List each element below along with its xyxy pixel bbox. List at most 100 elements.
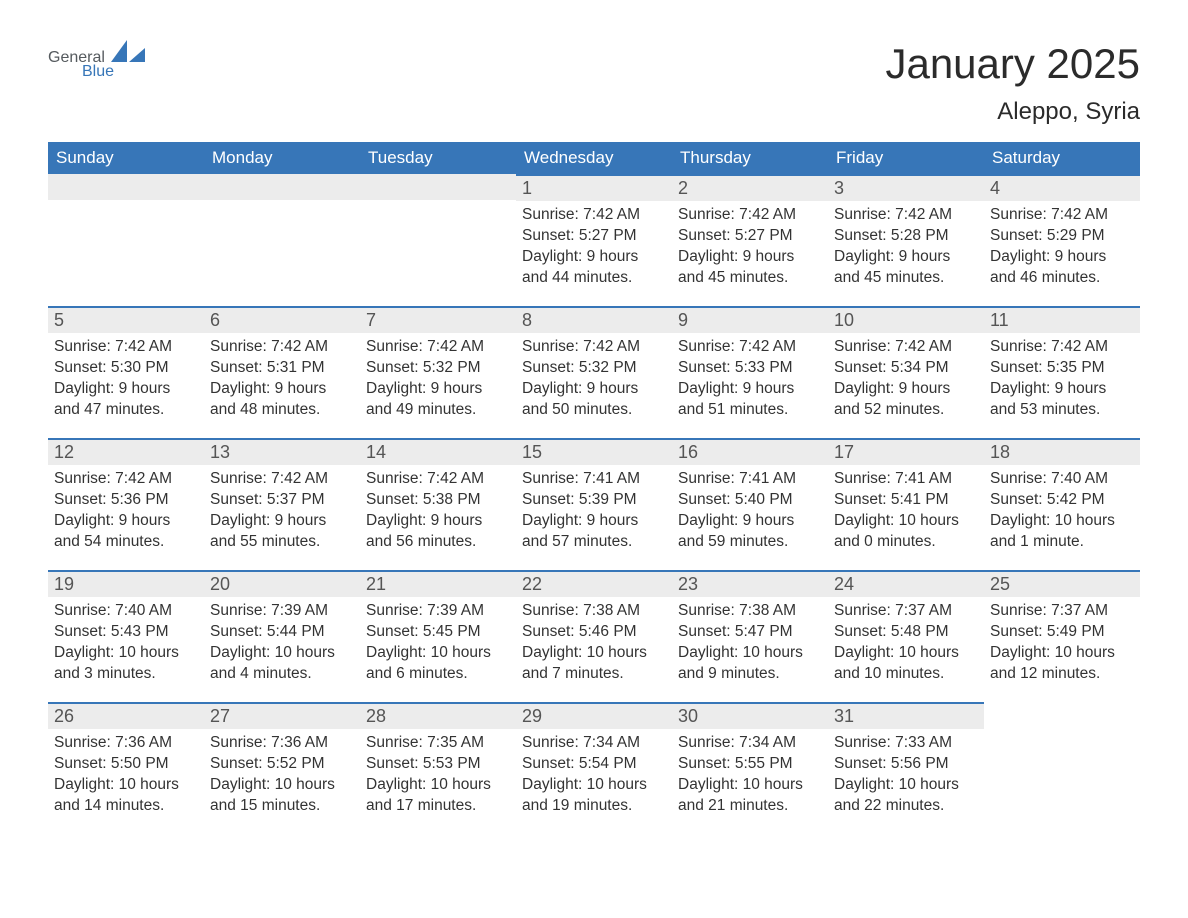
day-sunset: Sunset: 5:43 PM [54, 622, 198, 643]
day-daylight2: and 0 minutes. [834, 532, 978, 553]
day-daylight1: Daylight: 10 hours [210, 643, 354, 664]
day-daylight2: and 56 minutes. [366, 532, 510, 553]
day-number: 10 [828, 306, 984, 333]
day-content: Sunrise: 7:42 AMSunset: 5:37 PMDaylight:… [204, 465, 360, 561]
day-number: 5 [48, 306, 204, 333]
day-daylight2: and 22 minutes. [834, 796, 978, 817]
day-sunrise: Sunrise: 7:37 AM [990, 601, 1134, 622]
day-daylight1: Daylight: 9 hours [522, 511, 666, 532]
empty-day-bar [204, 174, 360, 200]
weekday-header: Sunday [48, 142, 204, 174]
logo: General Blue [48, 40, 145, 81]
day-sunset: Sunset: 5:38 PM [366, 490, 510, 511]
day-daylight1: Daylight: 10 hours [210, 775, 354, 796]
calendar-day-cell: 21Sunrise: 7:39 AMSunset: 5:45 PMDayligh… [360, 570, 516, 702]
day-sunset: Sunset: 5:48 PM [834, 622, 978, 643]
weekday-header: Wednesday [516, 142, 672, 174]
day-daylight1: Daylight: 9 hours [678, 379, 822, 400]
title-block: January 2025 Aleppo, Syria [885, 40, 1140, 126]
calendar-day-cell: 19Sunrise: 7:40 AMSunset: 5:43 PMDayligh… [48, 570, 204, 702]
day-content: Sunrise: 7:38 AMSunset: 5:47 PMDaylight:… [672, 597, 828, 693]
day-sunset: Sunset: 5:27 PM [522, 226, 666, 247]
day-content: Sunrise: 7:39 AMSunset: 5:44 PMDaylight:… [204, 597, 360, 693]
day-daylight1: Daylight: 9 hours [834, 247, 978, 268]
day-content: Sunrise: 7:42 AMSunset: 5:32 PMDaylight:… [360, 333, 516, 429]
calendar-day-cell: 3Sunrise: 7:42 AMSunset: 5:28 PMDaylight… [828, 174, 984, 306]
day-number: 22 [516, 570, 672, 597]
day-daylight2: and 47 minutes. [54, 400, 198, 421]
day-daylight1: Daylight: 9 hours [210, 511, 354, 532]
day-daylight1: Daylight: 10 hours [834, 775, 978, 796]
day-daylight2: and 50 minutes. [522, 400, 666, 421]
day-daylight2: and 49 minutes. [366, 400, 510, 421]
calendar-day-cell: 24Sunrise: 7:37 AMSunset: 5:48 PMDayligh… [828, 570, 984, 702]
calendar-body: 1Sunrise: 7:42 AMSunset: 5:27 PMDaylight… [48, 174, 1140, 834]
logo-sail-icon [111, 40, 145, 67]
day-daylight2: and 6 minutes. [366, 664, 510, 685]
day-content: Sunrise: 7:42 AMSunset: 5:34 PMDaylight:… [828, 333, 984, 429]
day-daylight1: Daylight: 9 hours [834, 379, 978, 400]
day-content: Sunrise: 7:41 AMSunset: 5:39 PMDaylight:… [516, 465, 672, 561]
day-daylight2: and 15 minutes. [210, 796, 354, 817]
day-daylight2: and 53 minutes. [990, 400, 1134, 421]
day-sunset: Sunset: 5:44 PM [210, 622, 354, 643]
day-daylight1: Daylight: 10 hours [54, 775, 198, 796]
day-daylight2: and 10 minutes. [834, 664, 978, 685]
day-number: 24 [828, 570, 984, 597]
day-content: Sunrise: 7:40 AMSunset: 5:42 PMDaylight:… [984, 465, 1140, 561]
calendar-day-cell: 13Sunrise: 7:42 AMSunset: 5:37 PMDayligh… [204, 438, 360, 570]
day-sunset: Sunset: 5:39 PM [522, 490, 666, 511]
day-number: 14 [360, 438, 516, 465]
weekday-header: Monday [204, 142, 360, 174]
day-number: 11 [984, 306, 1140, 333]
day-sunrise: Sunrise: 7:41 AM [522, 469, 666, 490]
calendar-day-cell: 1Sunrise: 7:42 AMSunset: 5:27 PMDaylight… [516, 174, 672, 306]
calendar-day-cell: 26Sunrise: 7:36 AMSunset: 5:50 PMDayligh… [48, 702, 204, 834]
calendar-day-cell: 15Sunrise: 7:41 AMSunset: 5:39 PMDayligh… [516, 438, 672, 570]
day-daylight1: Daylight: 9 hours [678, 247, 822, 268]
day-sunrise: Sunrise: 7:42 AM [54, 337, 198, 358]
day-daylight2: and 9 minutes. [678, 664, 822, 685]
calendar-empty-cell [360, 174, 516, 306]
day-sunrise: Sunrise: 7:37 AM [834, 601, 978, 622]
day-sunrise: Sunrise: 7:42 AM [678, 337, 822, 358]
calendar-day-cell: 7Sunrise: 7:42 AMSunset: 5:32 PMDaylight… [360, 306, 516, 438]
empty-day-bar [360, 174, 516, 200]
calendar-day-cell: 2Sunrise: 7:42 AMSunset: 5:27 PMDaylight… [672, 174, 828, 306]
day-number: 29 [516, 702, 672, 729]
day-daylight2: and 19 minutes. [522, 796, 666, 817]
calendar-day-cell: 22Sunrise: 7:38 AMSunset: 5:46 PMDayligh… [516, 570, 672, 702]
weekday-header: Friday [828, 142, 984, 174]
day-sunrise: Sunrise: 7:42 AM [990, 337, 1134, 358]
header: General Blue January 2025 Aleppo, Syria [48, 40, 1140, 126]
calendar-week-row: 26Sunrise: 7:36 AMSunset: 5:50 PMDayligh… [48, 702, 1140, 834]
calendar-day-cell: 5Sunrise: 7:42 AMSunset: 5:30 PMDaylight… [48, 306, 204, 438]
day-sunrise: Sunrise: 7:42 AM [834, 205, 978, 226]
day-number: 6 [204, 306, 360, 333]
weekday-header: Saturday [984, 142, 1140, 174]
day-number: 7 [360, 306, 516, 333]
day-sunrise: Sunrise: 7:35 AM [366, 733, 510, 754]
day-sunset: Sunset: 5:37 PM [210, 490, 354, 511]
day-content: Sunrise: 7:42 AMSunset: 5:27 PMDaylight:… [672, 201, 828, 297]
day-sunrise: Sunrise: 7:42 AM [210, 337, 354, 358]
day-content: Sunrise: 7:42 AMSunset: 5:28 PMDaylight:… [828, 201, 984, 297]
calendar-header-row: SundayMondayTuesdayWednesdayThursdayFrid… [48, 142, 1140, 174]
calendar-day-cell: 9Sunrise: 7:42 AMSunset: 5:33 PMDaylight… [672, 306, 828, 438]
day-sunset: Sunset: 5:49 PM [990, 622, 1134, 643]
calendar-day-cell: 28Sunrise: 7:35 AMSunset: 5:53 PMDayligh… [360, 702, 516, 834]
day-daylight2: and 57 minutes. [522, 532, 666, 553]
day-content: Sunrise: 7:36 AMSunset: 5:50 PMDaylight:… [48, 729, 204, 825]
calendar-day-cell: 16Sunrise: 7:41 AMSunset: 5:40 PMDayligh… [672, 438, 828, 570]
day-daylight2: and 1 minute. [990, 532, 1134, 553]
day-sunset: Sunset: 5:31 PM [210, 358, 354, 379]
day-sunset: Sunset: 5:36 PM [54, 490, 198, 511]
day-sunset: Sunset: 5:53 PM [366, 754, 510, 775]
day-sunrise: Sunrise: 7:36 AM [54, 733, 198, 754]
day-number: 30 [672, 702, 828, 729]
calendar-day-cell: 30Sunrise: 7:34 AMSunset: 5:55 PMDayligh… [672, 702, 828, 834]
day-daylight2: and 45 minutes. [834, 268, 978, 289]
day-number: 20 [204, 570, 360, 597]
calendar-day-cell: 29Sunrise: 7:34 AMSunset: 5:54 PMDayligh… [516, 702, 672, 834]
day-daylight1: Daylight: 9 hours [366, 379, 510, 400]
